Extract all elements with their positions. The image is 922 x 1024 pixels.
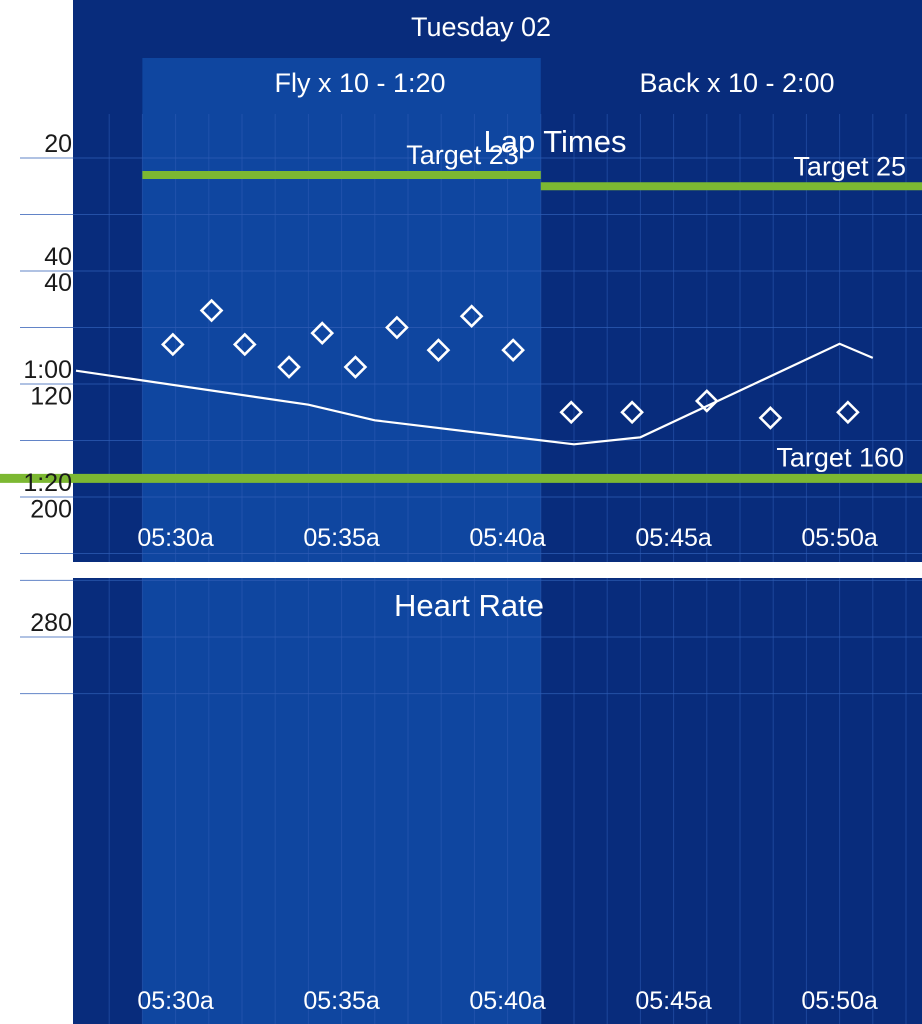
heart-rate-ytick-label: 200 (30, 496, 72, 524)
lap-target-label: Target 23 (406, 140, 519, 170)
lap-times-ytick-label: 40 (44, 243, 72, 271)
heart-rate-ytick-label: 40 (44, 269, 72, 297)
heart-rate-ytick-label: 120 (30, 382, 72, 410)
lap-times-xtick-label: 05:45a (635, 524, 712, 552)
day-header: Tuesday 02 (411, 12, 551, 42)
set-label-fly: Fly x 10 - 1:20 (274, 68, 445, 98)
lap-times-ytick-label: 1:20 (23, 469, 72, 497)
lap-times-ytick-label: 1:00 (23, 356, 72, 384)
heart-rate-xtick-label: 05:35a (303, 987, 380, 1015)
lap-target-label: Target 25 (793, 151, 906, 181)
lap-times-xtick-label: 05:35a (303, 524, 380, 552)
lap-times-xtick-label: 05:40a (469, 524, 546, 552)
hr-target-label: Target 160 (776, 442, 904, 472)
heart-rate-xtick-label: 05:30a (137, 987, 214, 1015)
heart-rate-title: Heart Rate (394, 588, 544, 623)
heart-rate-xtick-label: 05:50a (801, 987, 878, 1015)
lap-times-xtick-label: 05:50a (801, 524, 878, 552)
lap-times-ytick-label: 20 (44, 130, 72, 158)
set-label-back: Back x 10 - 2:00 (639, 68, 834, 98)
heart-rate-ytick-label: 280 (30, 609, 72, 637)
heart-rate-xtick-label: 05:40a (469, 987, 546, 1015)
heart-rate-xtick-label: 05:45a (635, 987, 712, 1015)
lap-times-xtick-label: 05:30a (137, 524, 214, 552)
